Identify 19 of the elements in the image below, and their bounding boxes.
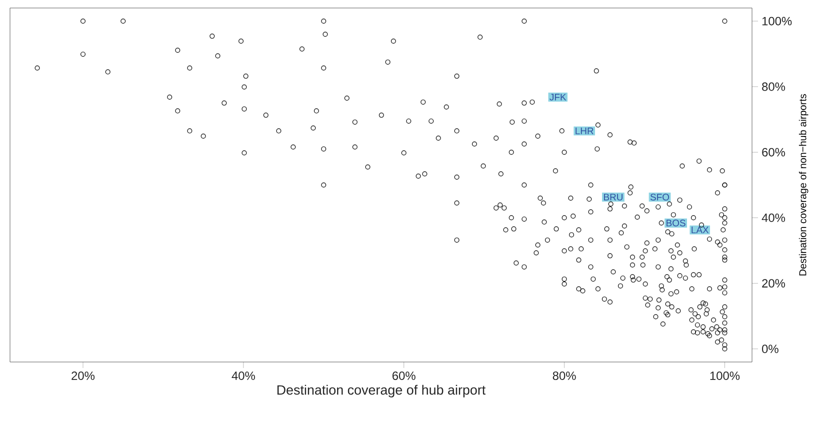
y-tick-label: 80% [762, 82, 786, 91]
y-tick-label: 0% [762, 344, 778, 354]
annotation: LHR [576, 128, 594, 134]
annotation: BRU [604, 194, 622, 200]
y-tick-label: 40% [762, 214, 786, 222]
y-tick-label: 100% [762, 16, 792, 26]
y-tick-label: 20% [762, 279, 786, 288]
annotation: SFO [650, 194, 670, 200]
annotation: BOS [666, 220, 686, 226]
x-tick-label: 20% [72, 372, 95, 380]
x-tick-label: 40% [232, 372, 255, 380]
x-tick-label: 80% [552, 372, 576, 380]
y-axis-title: Destination coverage of non−hub airports [798, 94, 808, 276]
annotation: LAX [692, 226, 709, 234]
x-axis-title: Destination coverage of hub airport [277, 384, 486, 398]
y-tick-label: 60% [762, 148, 786, 156]
x-tick-label: 60% [392, 372, 416, 380]
annotation: JFK [550, 94, 566, 100]
x-tick-label: 100% [710, 372, 740, 380]
